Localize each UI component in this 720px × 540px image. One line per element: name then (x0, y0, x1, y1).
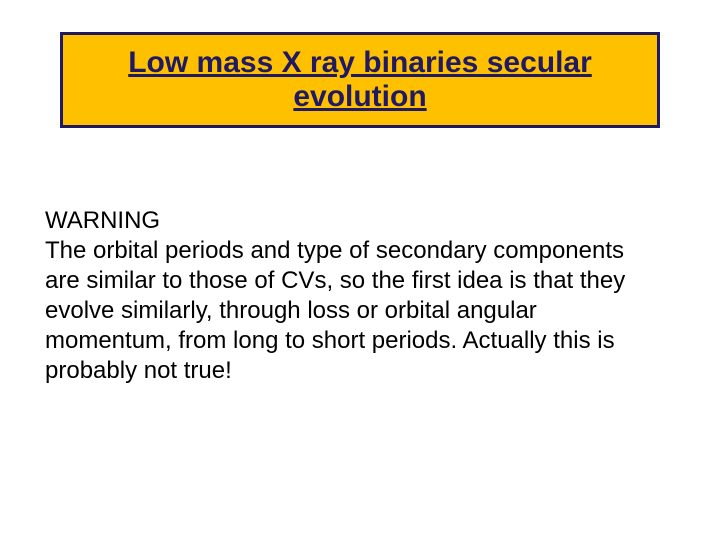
body-text: The orbital periods and type of secondar… (45, 236, 665, 386)
body-heading: WARNING (45, 206, 665, 236)
slide-title: Low mass X ray binaries secular evolutio… (63, 46, 657, 115)
body-block: WARNING The orbital periods and type of … (45, 206, 665, 386)
title-box: Low mass X ray binaries secular evolutio… (60, 32, 660, 128)
slide: Low mass X ray binaries secular evolutio… (0, 0, 720, 540)
